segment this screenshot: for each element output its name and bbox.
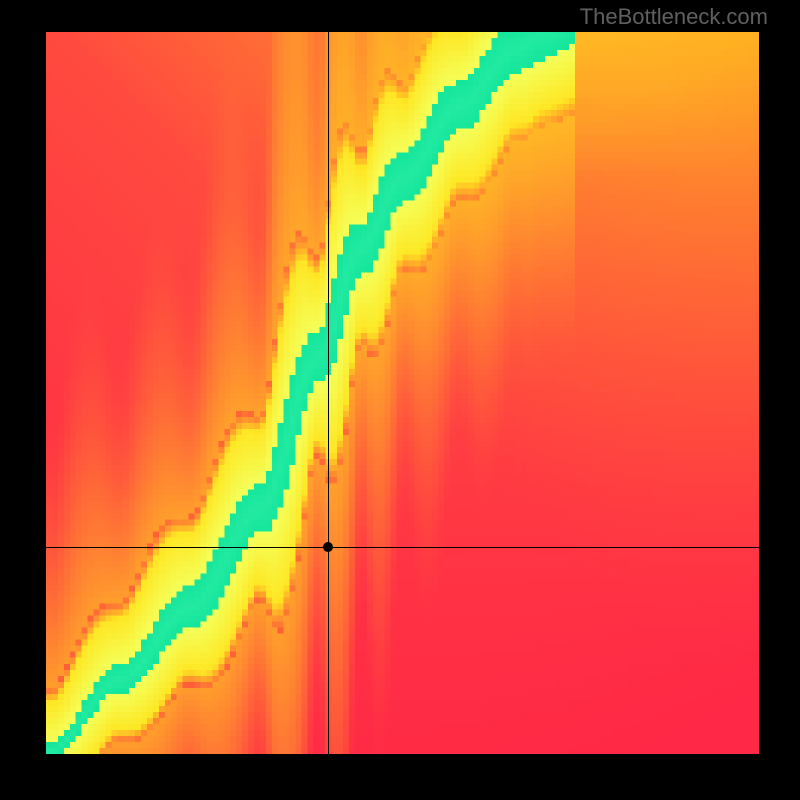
chart-container: TheBottleneck.com <box>0 0 800 800</box>
crosshair-dot <box>323 542 333 552</box>
bottleneck-heatmap <box>46 32 759 754</box>
crosshair-vertical <box>328 32 329 754</box>
watermark-text: TheBottleneck.com <box>580 4 768 30</box>
crosshair-horizontal <box>46 547 759 548</box>
